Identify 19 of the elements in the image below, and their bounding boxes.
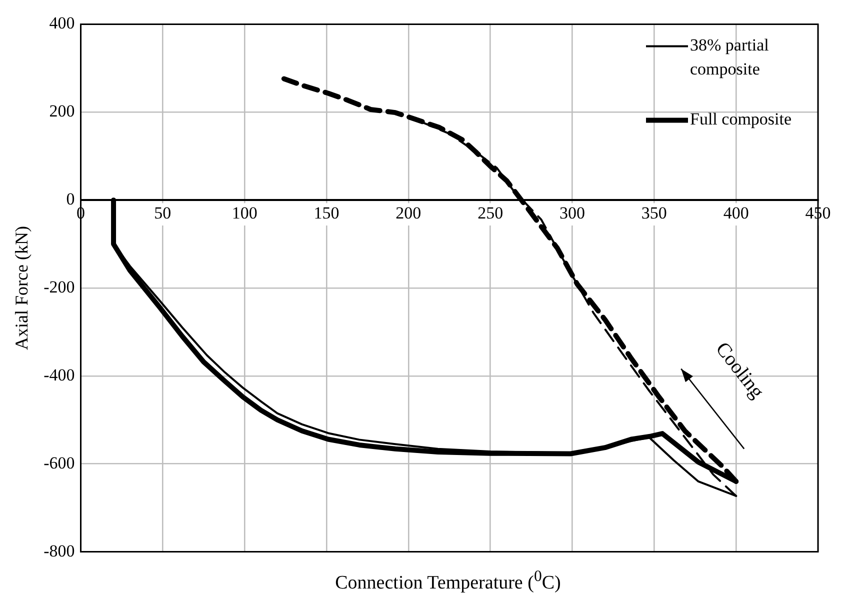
y-tick-label: -400 bbox=[44, 365, 75, 384]
x-axis-title: Connection Temperature ($^{0}$C) bbox=[334, 568, 562, 594]
legend-label: Full composite bbox=[690, 110, 792, 129]
x-tick-label: 150 bbox=[314, 204, 340, 223]
legend-label: 38% partial composite bbox=[690, 36, 770, 79]
y-tick-label: 400 bbox=[49, 14, 75, 33]
x-tick-label: 400 bbox=[723, 204, 749, 223]
y-tick-label: -200 bbox=[44, 277, 75, 296]
y-tick-label: 200 bbox=[49, 102, 75, 121]
x-tick-label: 50 bbox=[154, 204, 172, 223]
x-tick-label: 100 bbox=[232, 204, 258, 223]
y-axis-title: Axial Force (kN) bbox=[12, 226, 32, 350]
x-tick-label: 300 bbox=[560, 204, 586, 223]
y-tick-label: 0 bbox=[66, 190, 75, 209]
x-tick-label: 250 bbox=[478, 204, 504, 223]
y-tick-label: -600 bbox=[44, 453, 75, 472]
x-tick-label: 350 bbox=[641, 204, 667, 223]
y-tick-label: -800 bbox=[44, 541, 75, 560]
x-tick-label: 200 bbox=[396, 204, 422, 223]
